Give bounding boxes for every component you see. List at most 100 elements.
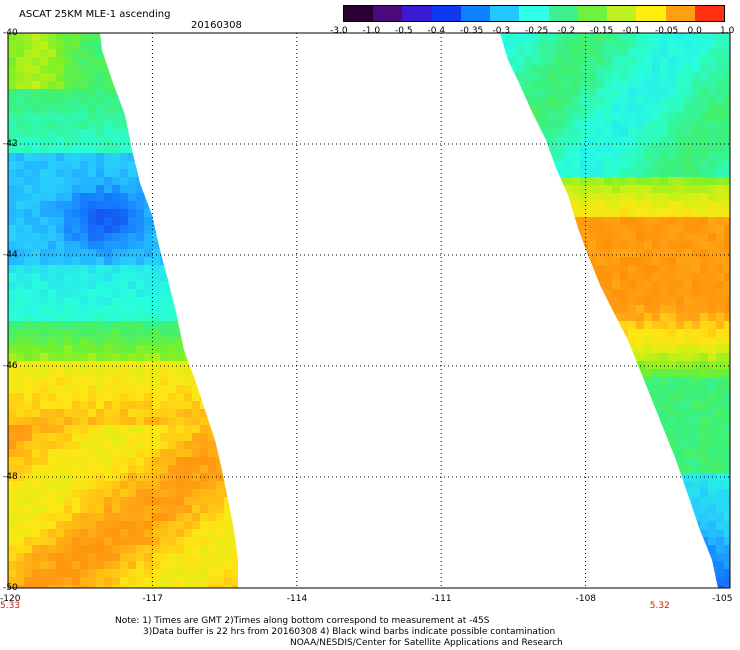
swath-cell — [652, 441, 661, 450]
swath-cell — [8, 281, 17, 290]
swath-cell — [524, 33, 533, 42]
swath-cell — [716, 457, 725, 466]
swath-cell — [724, 57, 730, 66]
swath-cell — [224, 193, 233, 202]
swath-cell — [88, 537, 97, 546]
swath-cell — [232, 297, 238, 306]
swath-cell — [152, 337, 161, 346]
swath-cell — [96, 281, 105, 290]
swath-cell — [628, 177, 637, 186]
swath-cell — [128, 153, 137, 162]
swath-cell — [184, 529, 193, 538]
swath-cell — [120, 257, 129, 266]
swath-cell — [200, 369, 209, 378]
swath-cell — [620, 521, 629, 530]
swath-cell — [500, 113, 509, 122]
swath-cell — [508, 441, 517, 450]
swath-cell — [80, 209, 89, 218]
swath-cell — [24, 249, 33, 258]
swath-cell — [88, 329, 97, 338]
swath-cell — [120, 577, 129, 586]
swath-cell — [216, 161, 225, 170]
swath-cell — [216, 337, 225, 346]
swath-cell — [620, 217, 629, 226]
swath-cell — [604, 105, 613, 114]
swath-cell — [612, 289, 621, 298]
swath-cell — [644, 577, 653, 586]
swath-cell — [692, 553, 701, 562]
swath-cell — [40, 65, 49, 74]
swath-cell — [208, 577, 217, 586]
swath-cell — [620, 489, 629, 498]
swath-cell — [24, 305, 33, 314]
swath-cell — [112, 297, 121, 306]
swath-cell — [644, 409, 653, 418]
swath-cell — [16, 201, 25, 210]
swath-cell — [8, 273, 17, 282]
swath-cell — [64, 337, 73, 346]
swath-cell — [128, 321, 137, 330]
swath-cell — [176, 433, 185, 442]
swath-cell — [636, 209, 645, 218]
swath-cell — [588, 97, 597, 106]
swath-cell — [88, 129, 97, 138]
swath-cell — [500, 425, 509, 434]
swath-cell — [200, 553, 209, 562]
swath-cell — [192, 289, 201, 298]
swath-cell — [548, 513, 557, 522]
swath-cell — [572, 505, 581, 514]
swath-cell — [692, 49, 701, 58]
swath-cell — [500, 225, 509, 234]
swath-cell — [588, 241, 597, 250]
swath-cell — [524, 361, 533, 370]
swath-cell — [612, 185, 621, 194]
swath-cell — [596, 233, 605, 242]
swath-cell — [532, 217, 541, 226]
swath-cell — [80, 305, 89, 314]
swath-cell — [80, 49, 89, 58]
swath-cell — [516, 201, 525, 210]
swath-cell — [668, 169, 677, 178]
swath-cell — [596, 529, 605, 538]
swath-cell — [216, 281, 225, 290]
swath-cell — [572, 481, 581, 490]
swath-cell — [668, 33, 677, 42]
swath-cell — [556, 457, 565, 466]
swath-cell — [176, 145, 185, 154]
swath-cell — [540, 545, 549, 554]
swath-cell — [184, 105, 193, 114]
swath-cell — [652, 233, 661, 242]
swath-cell — [80, 41, 89, 50]
swath-cell — [708, 233, 717, 242]
swath-cell — [604, 81, 613, 90]
swath-cell — [508, 73, 517, 82]
swath-cell — [88, 145, 97, 154]
swath-cell — [112, 377, 121, 386]
swath-cell — [112, 385, 121, 394]
swath-cell — [16, 281, 25, 290]
swath-cell — [72, 449, 81, 458]
swath-cell — [160, 545, 169, 554]
swath-cell — [572, 209, 581, 218]
swath-cell — [104, 369, 113, 378]
swath-cell — [532, 33, 541, 42]
swath-cell — [208, 265, 217, 274]
swath-cell — [80, 369, 89, 378]
swath-cell — [500, 81, 509, 90]
swath-cell — [676, 337, 685, 346]
swath-cell — [684, 441, 693, 450]
swath-cell — [96, 585, 105, 588]
swath-cell — [716, 177, 725, 186]
swath-cell — [32, 305, 41, 314]
swath-cell — [516, 81, 525, 90]
swath-cell — [692, 265, 701, 274]
swath-cell — [500, 193, 509, 202]
swath-cell — [192, 297, 201, 306]
swath-cell — [72, 57, 81, 66]
swath-cell — [644, 545, 653, 554]
swath-cell — [724, 409, 730, 418]
swath-cell — [104, 145, 113, 154]
swath-cell — [224, 409, 233, 418]
swath-cell — [128, 465, 137, 474]
swath-cell — [572, 353, 581, 362]
